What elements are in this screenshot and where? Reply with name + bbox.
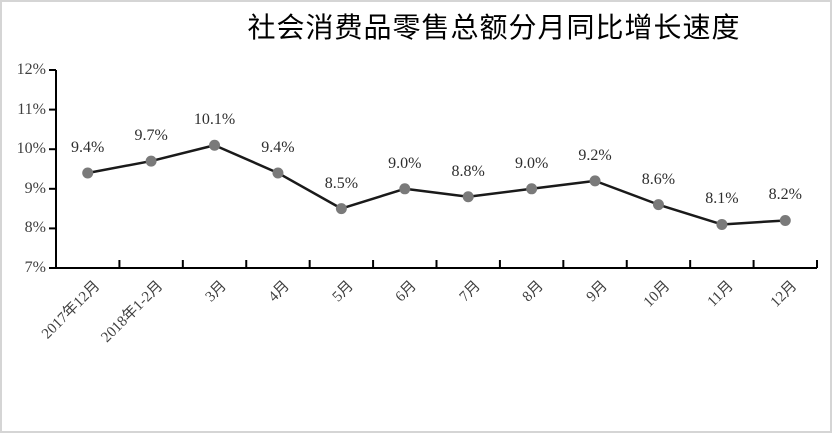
data-point-marker [462,191,474,203]
y-axis-tick-label: 8% [24,219,46,237]
data-point-marker [716,218,728,230]
y-axis-tick-label: 12% [16,61,46,78]
data-point-marker [399,183,411,195]
data-point-marker [526,183,538,195]
data-point-label: 9.7% [134,127,168,145]
data-point-marker [335,203,347,215]
data-point-marker [145,155,157,167]
data-point-label: 9.0% [514,154,549,172]
data-point-label: 10.1% [193,111,236,129]
data-point-label: 8.5% [324,174,359,192]
data-point-label: 8.2% [768,186,802,204]
data-point-marker [779,214,791,226]
data-point-label: 9.0% [388,154,422,172]
data-point-marker [82,167,94,179]
data-point-marker [589,175,601,187]
data-point-marker [272,167,284,179]
data-point-marker [209,139,221,151]
data-point-label: 8.1% [705,190,739,208]
y-axis-tick-label: 10% [16,140,46,158]
data-point-label: 8.6% [641,170,676,188]
data-point-label: 9.2% [578,146,612,164]
data-point-label: 8.8% [451,162,485,180]
data-point-label: 9.4% [261,138,295,156]
y-axis-tick-label: 11% [17,100,46,118]
y-axis-tick-label: 7% [24,259,46,276]
y-axis-tick-label: 9% [24,179,46,197]
chart-title: 社会消费品零售总额分月同比增长速度 [247,13,741,44]
line-series [86,143,787,226]
data-point-marker [652,199,664,211]
data-point-label: 9.4% [71,138,105,156]
